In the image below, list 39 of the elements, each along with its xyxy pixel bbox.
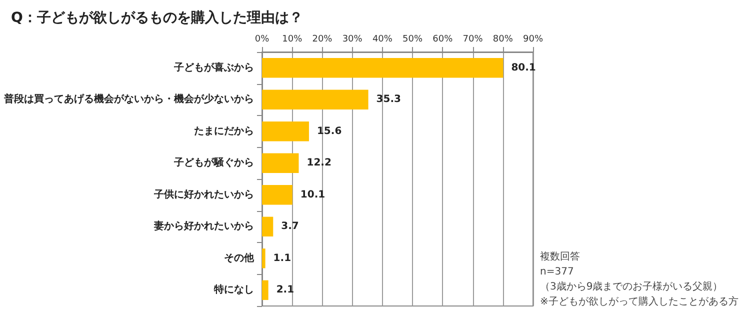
x-tick-label: 70% — [462, 34, 484, 44]
x-tick-label: 50% — [402, 34, 423, 44]
bar — [262, 122, 309, 142]
x-tick-label: 20% — [312, 34, 333, 44]
y-tick-label: その他 — [224, 252, 255, 264]
y-tick-label: 子どもが騒ぐから — [173, 156, 254, 169]
data-label: 80.1 — [511, 62, 536, 74]
data-label: 2.1 — [276, 284, 294, 296]
bar — [262, 248, 266, 268]
text: n=377 — [540, 266, 574, 278]
x-tick-label: 40% — [372, 34, 393, 44]
data-label: 3.7 — [281, 221, 299, 232]
bar — [262, 153, 299, 173]
text: 複数回答 — [540, 250, 580, 262]
y-tick-label: 妻から好かれたいから — [153, 220, 254, 232]
x-tick-label: 10% — [282, 34, 303, 44]
data-label: 15.6 — [316, 126, 342, 137]
data-label: 10.1 — [300, 189, 326, 200]
data-label: 1.1 — [273, 252, 292, 264]
bar — [262, 90, 368, 110]
y-tick-label: 普段は買ってあげる機会がないから・機会が少ないから — [3, 93, 254, 106]
y-tick-label: 子どもが喜ぶから — [173, 61, 254, 74]
x-tick-label: 60% — [432, 34, 454, 44]
text: （3歳から9歳までのお子様がいる父親） — [540, 280, 723, 292]
x-tick-label: 80% — [492, 34, 514, 44]
chart-title: Q：子どもが欲しがるものを購入した理由は？ — [11, 10, 303, 26]
x-tick-label: 0% — [254, 34, 270, 44]
y-tick-label: 特になし — [213, 284, 254, 296]
bar — [262, 280, 268, 300]
bar — [262, 58, 504, 78]
bar — [262, 185, 292, 205]
data-label: 35.3 — [376, 94, 402, 106]
data-label: 12.2 — [306, 158, 332, 169]
text: ※子どもが欲しがって購入したことがある方 — [540, 296, 738, 308]
x-tick-label: 30% — [342, 34, 363, 44]
bar — [262, 216, 274, 236]
y-tick-label: たまにだから — [194, 126, 254, 137]
x-tick-label: 90% — [522, 34, 544, 44]
y-tick-label: 子供に好かれたいから — [153, 188, 254, 200]
